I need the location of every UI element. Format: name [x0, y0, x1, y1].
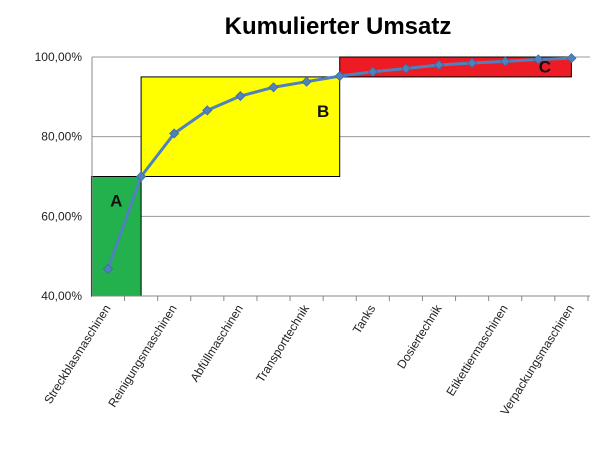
x-tick-label: Etikettiermaschinen	[443, 302, 510, 398]
region-labels: A B C	[110, 58, 551, 211]
data-point	[136, 171, 147, 182]
data-point	[433, 59, 445, 71]
region-label-b: B	[317, 102, 329, 121]
x-tick-label: Reinigungsmaschinen	[105, 302, 179, 410]
x-tick-label: Abfüllmaschinen	[187, 302, 246, 384]
data-point	[400, 63, 411, 74]
y-tick-label: 60,00%	[41, 209, 82, 223]
x-tick-label: Transporttechnik	[253, 301, 313, 385]
y-tick-label: 80,00%	[41, 130, 82, 144]
x-tick-label: Dosiertechnik	[394, 301, 445, 371]
x-tick-label: Tanks	[350, 302, 378, 336]
data-point	[467, 57, 478, 69]
data-point	[334, 71, 345, 82]
x-tick-label: Verpackungsmaschinen	[498, 302, 577, 417]
data-point	[202, 105, 213, 116]
x-tick-label: Streckblasmaschinen	[41, 302, 113, 406]
data-point	[500, 56, 511, 67]
abc-regions	[90, 56, 572, 297]
data-point	[301, 76, 312, 87]
series-line	[102, 53, 577, 274]
y-tick-label: 100,00%	[35, 50, 83, 64]
data-point	[367, 66, 378, 77]
y-tick-label: 40,00%	[41, 289, 82, 303]
data-point	[169, 128, 180, 139]
region-label-a: A	[110, 191, 122, 210]
data-point	[102, 263, 114, 274]
data-point	[268, 82, 279, 93]
region-label-c: C	[539, 58, 551, 77]
data-point	[235, 90, 246, 102]
chart-title: Kumulierter Umsatz	[225, 13, 452, 40]
data-point	[566, 53, 577, 64]
data-point	[533, 54, 544, 65]
